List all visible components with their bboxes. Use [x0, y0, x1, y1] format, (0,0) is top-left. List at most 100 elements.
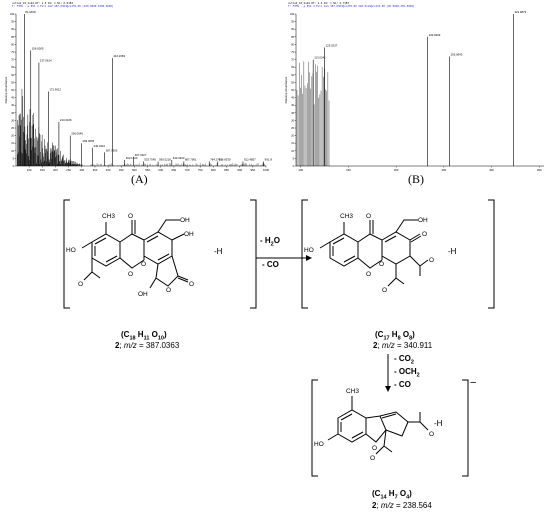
spectrum-a-peak-label: 172.9912: [49, 88, 61, 92]
spectrum-a-xtick-label: 950: [251, 168, 256, 172]
s1-compound-number: 2: [115, 341, 120, 350]
spectrum-b-ytick-label: 5: [293, 157, 295, 160]
structure-3-right-bracket: [462, 379, 469, 477]
structure-2: CH3 O O OH HO O O O O -H: [301, 199, 495, 309]
spectrum-a-label: (A): [131, 172, 148, 186]
structure-3: CH3 HO O O O -H −: [311, 377, 476, 477]
s1-formula-close: ): [163, 330, 167, 339]
structure-1-ether-o-1: O: [128, 271, 133, 278]
structure-1-left-bracket: [63, 199, 70, 309]
spectrum-a-ytick-label: 40: [11, 104, 14, 107]
spectrum-a-peak-label: 213.0166: [60, 118, 72, 122]
spectrum-a-peak-label: 463.1433: [126, 156, 138, 160]
structure-3-deprotonation: -H: [434, 419, 443, 428]
spectrum-a-peak-label: 387.0363: [106, 148, 118, 152]
s2-formula-o: O: [400, 330, 410, 339]
structure-1-ho: HO: [66, 247, 76, 254]
s2-formula-h-count: 8: [397, 335, 401, 342]
spectrum-a-peak-label: 991.0886: [265, 157, 272, 161]
spectrum-a-peak-label: 642.0203: [173, 156, 185, 160]
spectrum-a-ytick-label: 5: [13, 157, 15, 160]
loss-och2-prefix: - OCH: [394, 367, 417, 376]
spectrum-a-peak-label: 340.9110: [94, 144, 106, 148]
spectrum-a-ytick-label: 30: [11, 119, 14, 122]
structure-1-left-ring: [91, 233, 121, 267]
spectrum-a-ytick-label: 55: [11, 81, 14, 84]
spectrum-b-xtick-label: 100: [298, 168, 303, 172]
spectrum-a-chart: 0 5 10 15 20 25 30 35 40 45 50 55 60 65 70 75 80 85 90 95 10…: [4, 10, 272, 172]
s3-formula-o-count: 4: [406, 494, 410, 501]
spectrum-a-xtick-label: 450: [119, 168, 124, 172]
spectrum-a-panel: cutle2_10_Sub4 RT: 1.5 AV: 1 NL: 6.01E4 …: [2, 0, 272, 180]
structure-1: CH3 O O O O OH HO OH O O O OH -H: [63, 199, 257, 309]
s3-formula-c-count: 14: [380, 494, 387, 501]
spectrum-b-ytick-label: 85: [291, 36, 294, 39]
spectrum-b-ytick-label: 95: [291, 21, 294, 24]
spectrum-a-ytick-label: 75: [11, 51, 14, 54]
spectrum-a-ytick-label: 95: [11, 21, 14, 24]
structure-3-furan-o: O: [372, 445, 377, 452]
structure-2-methyl-label: CH3: [340, 213, 353, 220]
s1-formula-o: O: [149, 330, 158, 339]
spectrum-a-xtick-label: 500: [132, 168, 137, 172]
spectrum-a-ytick-label: 20: [11, 135, 14, 138]
spectrum-b-peak-label: 256.0643: [451, 53, 463, 57]
structure-3-benzene-ring: [337, 409, 367, 443]
spectrum-a-ytick-label: 100: [10, 13, 15, 16]
spectrum-b-ytick-label: 70: [291, 59, 294, 62]
spectrum-a-ytick-label: 25: [11, 127, 14, 130]
spectrum-a-xtick-label: 550: [145, 168, 150, 172]
s1-mz-label: m/z: [123, 341, 137, 350]
spectrum-a-xtick-label: 900: [237, 168, 242, 172]
spectrum-a-xtick-label: 600: [158, 168, 163, 172]
structure-1-carbonyl-o: O: [128, 213, 133, 220]
structure-3-charge: −: [470, 377, 476, 389]
spectrum-b-xtick-label: 150: [346, 168, 351, 172]
spectrum-a-xtick-label: 200: [53, 168, 58, 172]
spectrum-a-ytick-label: 0: [13, 165, 15, 168]
spectrum-a-peak-label: 299.0665: [83, 139, 95, 143]
loss-h2o-suffix: O: [273, 236, 280, 245]
spectrum-b-peak-label: 322.9879: [514, 10, 526, 14]
spectrum-a-xtick-label: 250: [66, 168, 71, 172]
spectrum-b-header-line1: cutle2_10_Sub4 RT: 1.5 AV: 1 NL: 2.73E3: [288, 2, 349, 5]
spectrum-a-xtick-label: 800: [211, 168, 216, 172]
structure-3-aldehyde-o-1: O: [370, 455, 375, 462]
spectrum-a-peak-label: 912.4857: [244, 157, 256, 161]
spectrum-a-xtick-label: 400: [106, 168, 111, 172]
loss-h2o: - H2O: [260, 236, 280, 248]
loss-co2: - CO2: [394, 354, 414, 366]
spectrum-b-panel: cutle2_10_Sub4 RT: 1.5 AV: 1 NL: 2.73E3 …: [282, 0, 550, 180]
structure-2-ether-o: O: [366, 271, 371, 278]
loss-co-1: - CO: [262, 260, 279, 269]
s1-formula-c: (C: [121, 330, 130, 339]
s2-compound-number: 2: [373, 341, 378, 350]
spectrum-a-peak-label: 687.7901: [185, 157, 197, 161]
spectrum-b-header-line2: T: FTMS - p ESI d Full ms3 387.0363@cid3…: [288, 5, 415, 8]
spectrum-b-ytick-label: 15: [291, 142, 294, 145]
spectrum-b-ytick-label: 45: [291, 97, 294, 100]
spectrum-a-ytick-label: 50: [11, 89, 14, 92]
spectrum-b-ytick-label: 0: [293, 165, 295, 168]
s1-formula-c-count: 18: [129, 335, 136, 342]
spectrum-b-ylabel: Relative Abundance: [284, 76, 288, 103]
structure-1-formula: (C18 H11 O10): [121, 330, 167, 342]
spectrum-b-ytick-label: 75: [291, 51, 294, 54]
structure-1-right-ring: [143, 231, 173, 265]
loss-och2-sub: 2: [416, 372, 420, 379]
structure-2-aldehyde-o-2: O: [429, 257, 434, 264]
spectrum-a-peak-label: 256.0646: [71, 132, 83, 136]
loss-co2-sub: 2: [410, 359, 414, 366]
structure-3-formula: (C14 H7 O4): [372, 489, 412, 501]
spectrum-b-label: (B): [408, 172, 424, 186]
spectrum-b-ytick-label: 80: [291, 43, 294, 46]
spectrum-a-peak-label: 590.0218: [159, 157, 171, 161]
structure-1-hemiacetal-oh: OH: [138, 291, 148, 298]
spectrum-a-peak-label: 137.0614: [40, 59, 52, 63]
spectrum-a-ytick-label: 65: [11, 66, 14, 69]
spectrum-a-peak-label: 416.2083: [113, 54, 125, 58]
s1-formula-h-count: 11: [143, 335, 150, 342]
spectrum-a-peak-label: 81.9918: [25, 10, 36, 14]
spectrum-b-ytick-label: 40: [291, 104, 294, 107]
structure-2-left-ring: [329, 233, 359, 267]
